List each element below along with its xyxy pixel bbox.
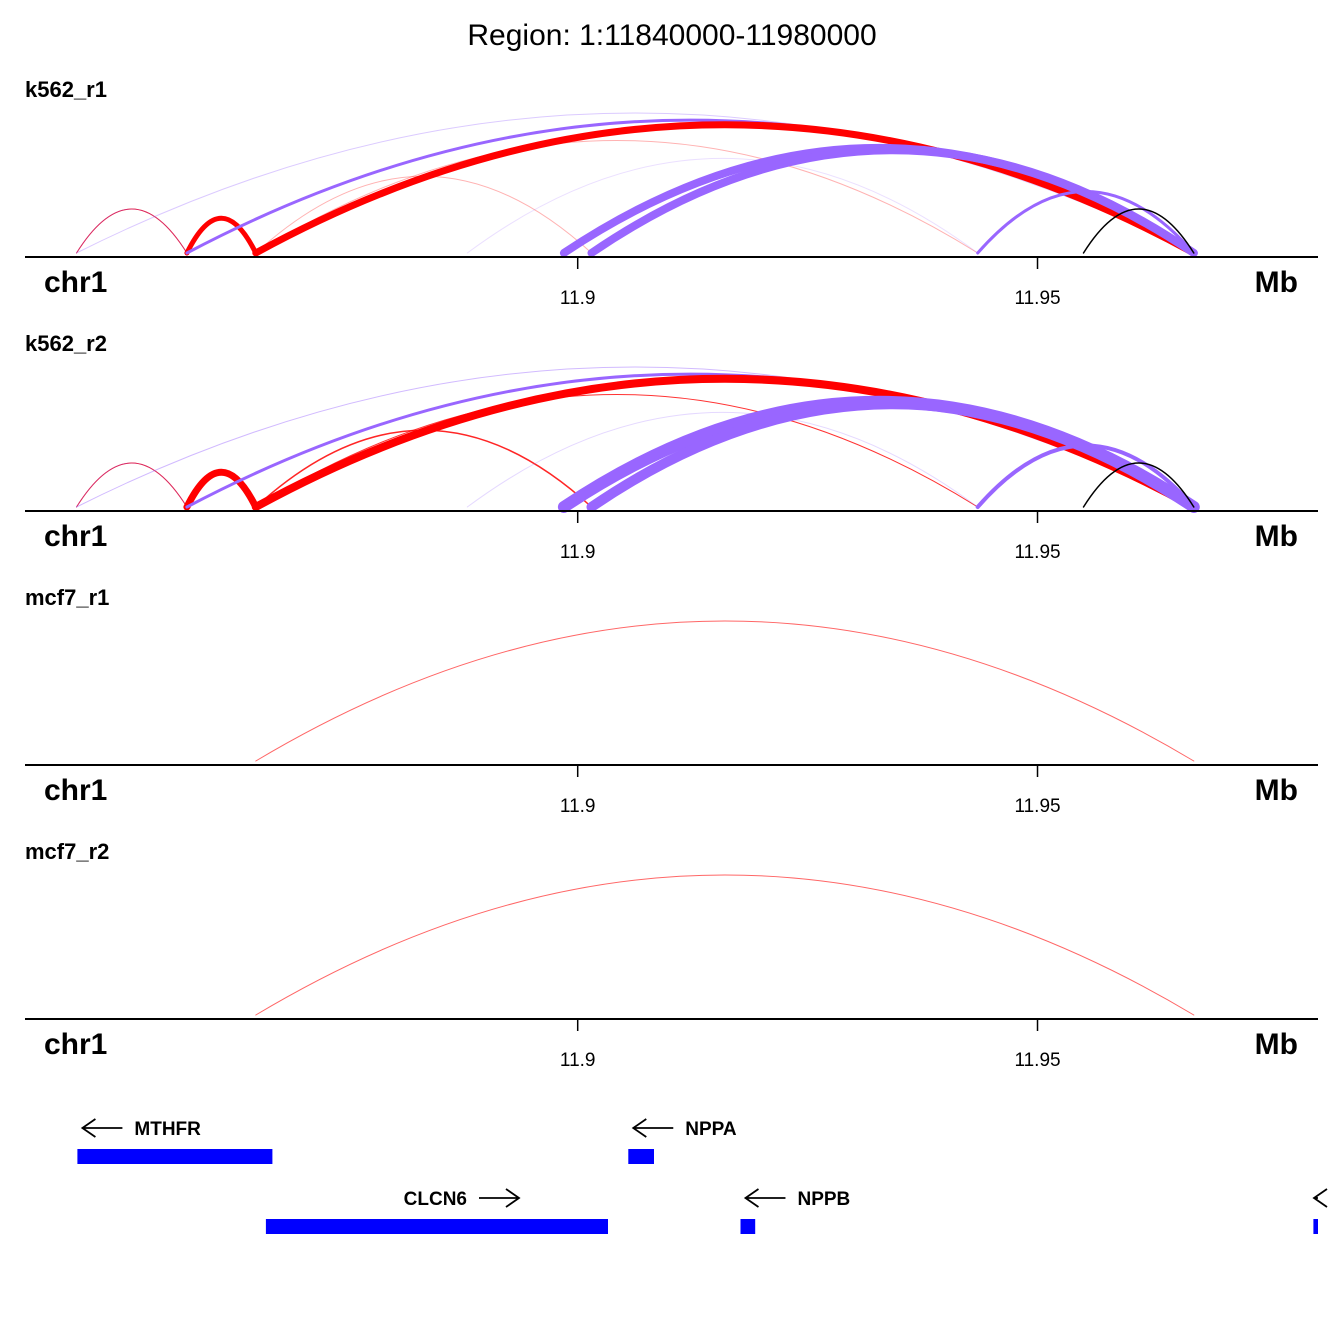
chromosome-label: chr1 (44, 1028, 107, 1061)
tracks-layer: k562_r1 chr1 Mb 11.9 11.95 k562_r2 chr1 Mb 11.9 1… (25, 77, 1318, 1071)
interaction-arc (251, 374, 1198, 511)
interaction-arc (255, 140, 979, 254)
interaction-arc (76, 208, 188, 254)
tick-label: 11.9 (560, 796, 596, 817)
strand-arrow-left-icon (743, 1188, 786, 1208)
interaction-arc (587, 146, 1198, 257)
gene-body (265, 1219, 608, 1234)
tick-label: 11.95 (1014, 1050, 1060, 1071)
chart-title: Region: 1:11840000-11980000 (467, 19, 876, 52)
gene-body (740, 1219, 756, 1234)
gene-body (628, 1149, 654, 1164)
tick-label: 11.95 (1014, 542, 1060, 563)
interaction-arc (184, 215, 259, 256)
interaction-arc (976, 189, 1196, 255)
interaction-arc (255, 429, 593, 508)
gene-body (1313, 1219, 1318, 1234)
gene-unnamed (1312, 1188, 1328, 1234)
interaction-arc (76, 112, 1195, 254)
gene-CLCN6: CLCN6 (265, 1188, 608, 1234)
interaction-arc (466, 158, 979, 254)
interaction-arc (76, 462, 188, 508)
gene-body (77, 1149, 273, 1164)
track-label: k562_r1 (25, 77, 107, 102)
interaction-arc (255, 874, 1195, 1016)
interaction-arc (76, 462, 188, 508)
gene-NPPB: NPPB (740, 1188, 850, 1234)
strand-arrow-left-icon (631, 1118, 674, 1138)
interaction-arc (76, 208, 188, 254)
tick-label: 11.95 (1014, 288, 1060, 309)
track-label: mcf7_r1 (25, 585, 109, 610)
interaction-arc (252, 121, 1198, 257)
gene-MTHFR: MTHFR (77, 1118, 273, 1164)
tick-label: 11.95 (1014, 796, 1060, 817)
interaction-arc (1082, 462, 1195, 508)
axis-unit-label: Mb (1255, 520, 1298, 553)
gene-label: CLCN6 (404, 1189, 467, 1210)
gene-label: MTHFR (134, 1119, 201, 1140)
axis-unit-label: Mb (1255, 774, 1298, 807)
track-mcf7_r1: mcf7_r1 chr1 Mb 11.9 11.95 (25, 585, 1318, 817)
gene-label: NPPA (685, 1119, 737, 1140)
interaction-arc (183, 468, 260, 511)
strand-arrow-right-icon (478, 1188, 521, 1208)
axis-unit-label: Mb (1255, 266, 1298, 299)
interaction-arc (255, 620, 1195, 762)
interaction-arc (586, 399, 1199, 512)
tick-label: 11.9 (560, 1050, 596, 1071)
interaction-arc (975, 443, 1196, 509)
interaction-arc (466, 412, 979, 508)
chromosome-label: chr1 (44, 774, 107, 807)
gene-label: NPPB (797, 1189, 850, 1210)
chromosome-label: chr1 (44, 520, 107, 553)
gene-NPPA: NPPA (628, 1118, 737, 1164)
tick-label: 11.9 (560, 288, 596, 309)
track-label: k562_r2 (25, 331, 107, 356)
interaction-arc (255, 394, 979, 508)
tick-label: 11.9 (560, 542, 596, 563)
interaction-arc (1082, 208, 1195, 254)
strand-arrow-left-icon (1312, 1188, 1328, 1208)
track-k562_r1: k562_r1 chr1 Mb 11.9 11.95 (25, 77, 1318, 309)
gene-annotation-track: MTHFR NPPA CLCN6 NPPB (77, 1118, 1328, 1234)
interaction-arc (255, 175, 592, 254)
track-label: mcf7_r2 (25, 839, 109, 864)
track-mcf7_r2: mcf7_r2 chr1 Mb 11.9 11.95 (25, 839, 1318, 1071)
strand-arrow-left-icon (80, 1118, 123, 1138)
chromosome-label: chr1 (44, 266, 107, 299)
track-k562_r2: k562_r2 chr1 Mb 11.9 11.95 (25, 331, 1318, 563)
axis-unit-label: Mb (1255, 1028, 1298, 1061)
